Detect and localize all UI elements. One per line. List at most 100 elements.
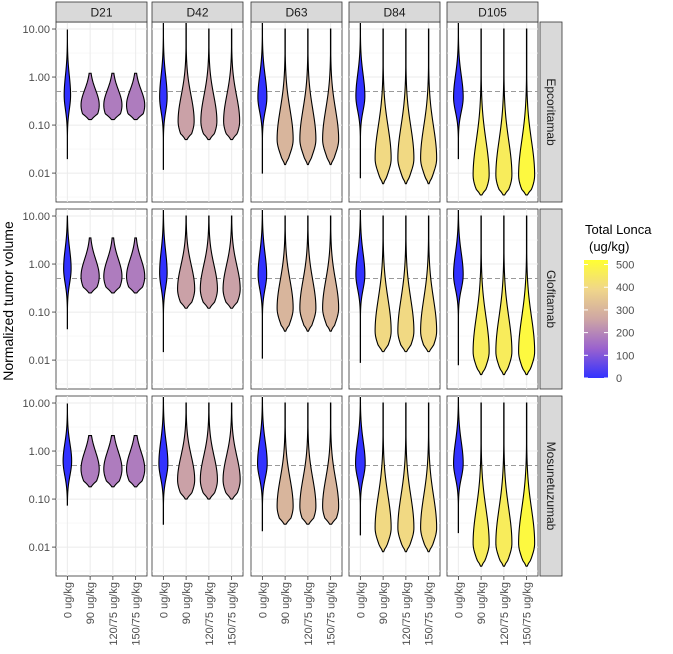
panel-mosunetuzumab-d42: [151, 395, 244, 577]
y-tick-label: 10.00: [22, 24, 50, 36]
violin-d42-0-ug-kg: [159, 23, 168, 170]
violin-d84-90-ug-kg: [374, 215, 392, 353]
legend-title-line2: (ug/kg): [589, 239, 629, 254]
panel-glofitamab-d21: [55, 208, 148, 390]
x-tick-label: 90 ug/kg: [476, 582, 488, 624]
violin-d21-90-ug-kg: [80, 237, 100, 294]
row-strip-mosunetuzumab: Mosunetuzumab: [539, 395, 563, 577]
strip-d105: D105: [446, 1, 539, 23]
legend-title-line1: Total Lonca: [585, 222, 652, 237]
x-tick-label: 120/75 ug/kg: [499, 582, 511, 646]
legend-tick-label: 400: [616, 282, 634, 294]
violin-d105-0-ug-kg: [453, 23, 464, 160]
x-tick-label: 150/75 ug/kg: [227, 582, 239, 646]
x-tick-label: 0 ug/kg: [355, 582, 367, 618]
x-tick-label: 0 ug/kg: [158, 582, 170, 618]
violin-d42-150-75-ug-kg: [223, 28, 241, 141]
strip-d63: D63: [250, 1, 343, 23]
violin-d42-90-ug-kg: [177, 402, 196, 500]
panel-epcoritamab-d63: [250, 21, 343, 203]
strip-label: D105: [478, 6, 507, 20]
y-tick-label: 0.10: [29, 494, 50, 506]
strip-background: [539, 395, 563, 577]
violin-d105-90-ug-kg: [472, 215, 490, 376]
y-axis-ticks: 10.00 1.00 0.10 0.01 10.00 1.00 0.10 0.01 10.00 1…: [22, 24, 56, 554]
violin-d105-120-75-ug-kg: [495, 28, 513, 196]
x-tick-label: 90 ug/kg: [280, 582, 292, 624]
panel-epcoritamab-d42: [151, 21, 244, 203]
violin-d105-150-75-ug-kg: [518, 402, 536, 567]
panel-glofitamab-d42: [151, 208, 244, 390]
violin-d105-0-ug-kg: [453, 210, 464, 366]
x-tick-label: 150/75 ug/kg: [326, 582, 338, 646]
violin-d63-0-ug-kg: [257, 397, 268, 532]
strip-background: [539, 21, 563, 203]
violin-d42-150-75-ug-kg: [222, 215, 241, 309]
x-tick-label: 150/75 ug/kg: [131, 582, 143, 646]
violin-d84-120-75-ug-kg: [397, 28, 415, 185]
violin-d42-120-75-ug-kg: [200, 28, 218, 141]
violin-d105-120-75-ug-kg: [495, 215, 513, 376]
strip-d21: D21: [55, 1, 148, 23]
violin-d105-150-75-ug-kg: [518, 28, 536, 196]
violin-d84-150-75-ug-kg: [420, 402, 438, 553]
y-tick-label: 0.01: [29, 168, 50, 180]
panel-mosunetuzumab-d105: [446, 395, 539, 577]
violin-d84-150-75-ug-kg: [420, 28, 438, 185]
violin-d21-120-75-ug-kg: [103, 237, 123, 294]
row-strip-epcoritamab: Epcoritamab: [539, 21, 563, 203]
y-tick-label: 0.10: [29, 307, 50, 319]
row-strip-label: Epcoritamab: [544, 78, 558, 146]
x-tick-label: 120/75 ug/kg: [108, 582, 120, 646]
x-tick-label: 90 ug/kg: [378, 582, 390, 624]
violin-d63-120-75-ug-kg: [299, 28, 317, 166]
panel-glofitamab-d84: [348, 208, 441, 390]
x-tick-label: 120/75 ug/kg: [401, 582, 413, 646]
violin-d84-90-ug-kg: [374, 28, 392, 185]
x-tick-label: 120/75 ug/kg: [303, 582, 315, 646]
y-tick-label: 10.00: [22, 398, 50, 410]
strip-background: [539, 208, 563, 390]
strip-background: [250, 1, 343, 23]
y-tick-label: 0.01: [29, 542, 50, 554]
violin-d84-0-ug-kg: [355, 397, 366, 536]
row-strip-label: Mosunetuzumab: [544, 442, 558, 531]
violin-d63-0-ug-kg: [257, 23, 268, 174]
violin-d42-120-75-ug-kg: [199, 215, 218, 309]
violin-d21-90-ug-kg: [80, 435, 100, 488]
violin-d42-90-ug-kg: [177, 215, 196, 309]
strip-label: D63: [285, 6, 307, 20]
y-tick-label: 1.00: [29, 446, 50, 458]
violin-d105-0-ug-kg: [453, 397, 464, 534]
violin-d84-120-75-ug-kg: [397, 215, 415, 353]
violin-d84-150-75-ug-kg: [420, 215, 438, 353]
x-tick-label: 120/75 ug/kg: [204, 582, 216, 646]
violin-d63-120-75-ug-kg: [299, 402, 317, 525]
y-tick-label: 0.10: [29, 120, 50, 132]
violin-d63-90-ug-kg: [276, 28, 294, 166]
x-tick-label: 150/75 ug/kg: [424, 582, 436, 646]
x-tick-label: 0 ug/kg: [453, 582, 465, 618]
x-tick-label: 90 ug/kg: [85, 582, 97, 624]
violin-d105-120-75-ug-kg: [495, 402, 513, 567]
violin-d84-120-75-ug-kg: [397, 402, 415, 553]
panel-glofitamab-d105: [446, 208, 539, 390]
x-tick-label: 150/75 ug/kg: [522, 582, 534, 646]
strip-d42: D42: [151, 1, 244, 23]
violin-d21-0-ug-kg: [63, 29, 72, 160]
violin-d21-0-ug-kg: [62, 403, 73, 506]
y-tick-label: 0.01: [29, 355, 50, 367]
strip-label: D21: [90, 6, 112, 20]
strip-background: [55, 1, 148, 23]
violin-d63-90-ug-kg: [276, 402, 294, 525]
panel-epcoritamab-d105: [446, 21, 539, 203]
violin-d21-90-ug-kg: [80, 72, 100, 121]
color-legend: Total Lonca (ug/kg) 0 100 200 300 400 500: [584, 222, 652, 385]
legend-tick-label: 300: [616, 305, 634, 317]
panel-mosunetuzumab-d84: [348, 395, 441, 577]
violin-d63-120-75-ug-kg: [299, 215, 317, 332]
legend-tick-label: 100: [616, 350, 634, 362]
row-strip-label: Glofitamab: [544, 270, 558, 328]
violin-d21-120-75-ug-kg: [103, 435, 123, 488]
violin-d105-150-75-ug-kg: [518, 215, 536, 376]
